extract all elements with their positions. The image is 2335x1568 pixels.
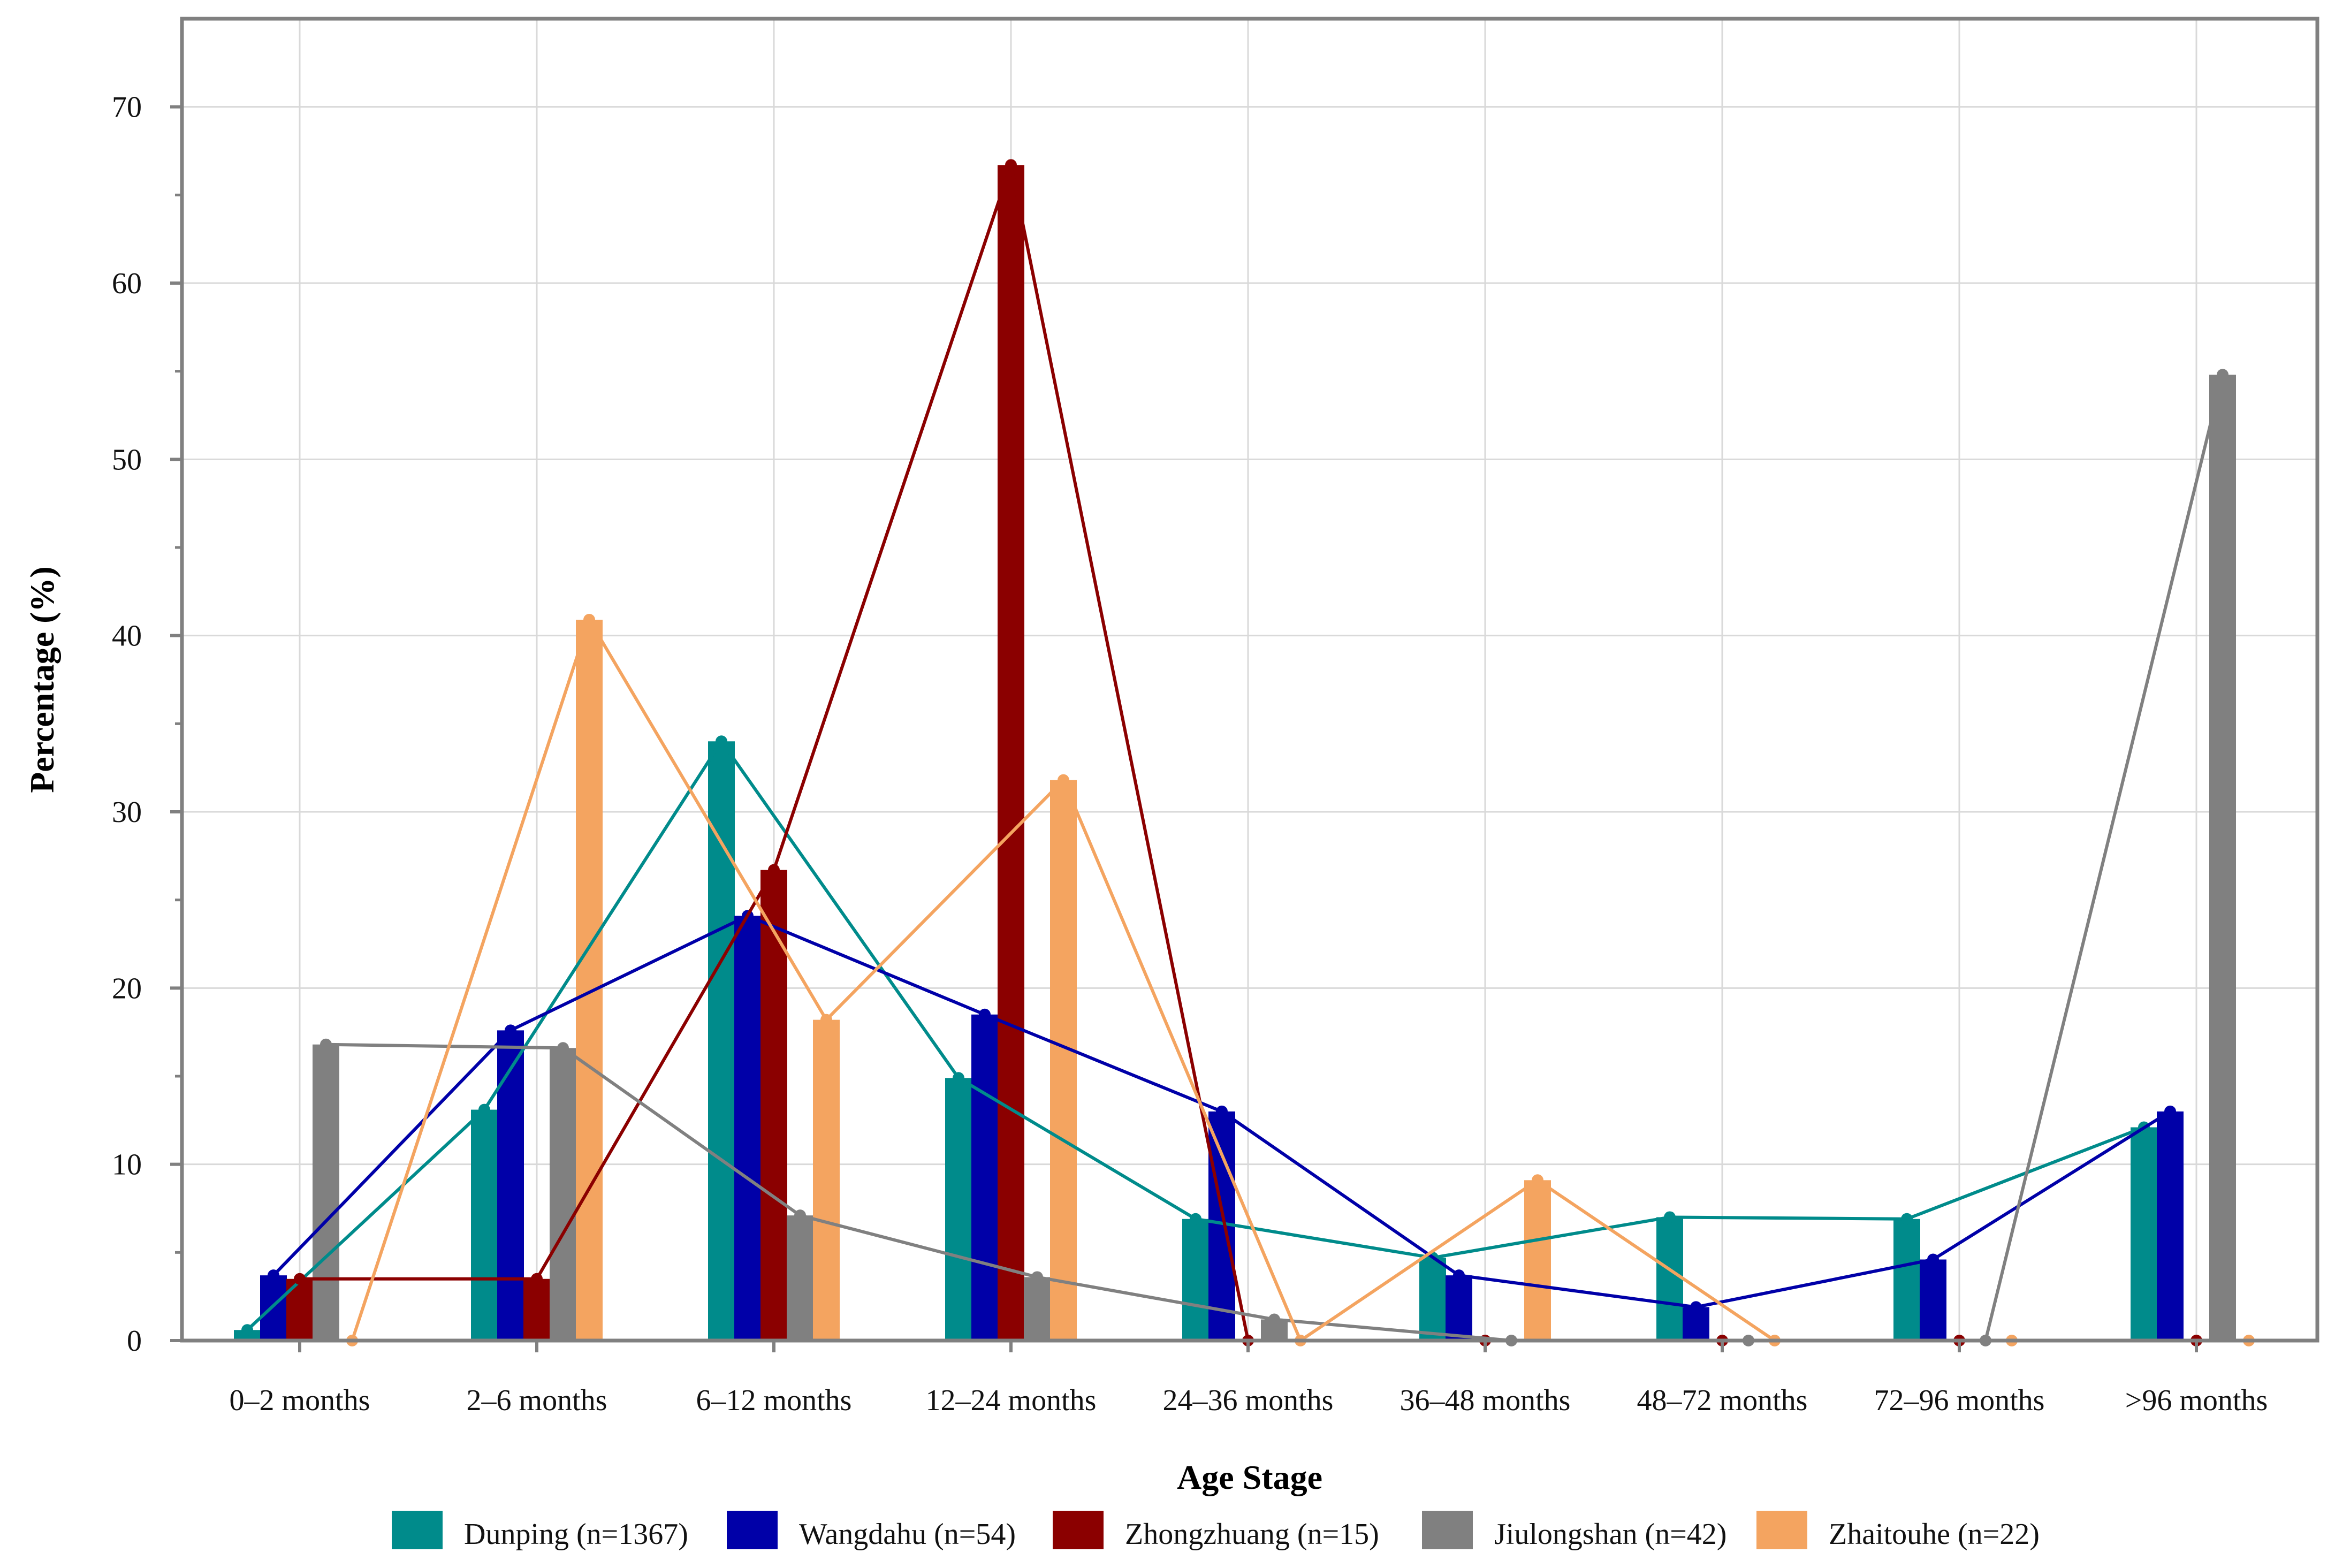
series-marker [820,1014,832,1026]
legend-label: Zhongzhuang (n=15) [1125,1518,1379,1551]
series-marker [1453,1269,1465,1282]
series-marker [979,1008,991,1021]
bar [523,1278,550,1341]
y-tick-label: 10 [112,1148,142,1182]
series-marker [794,1209,806,1222]
series-marker [1268,1313,1280,1326]
x-tick-label: >96 months [2125,1384,2268,1417]
bar [1419,1258,1446,1341]
series-marker [953,1072,964,1084]
bar [550,1048,576,1341]
bar [1050,780,1077,1341]
series-marker [1927,1253,1939,1266]
legend-swatch [1053,1511,1104,1549]
series-marker [1664,1211,1676,1223]
x-tick-label: 0–2 months [230,1384,370,1417]
bar [576,620,603,1341]
bar [998,165,1024,1341]
legend-label: Wangdahu (n=54) [799,1518,1016,1551]
series-marker [1216,1105,1228,1117]
x-tick-label: 12–24 months [926,1384,1097,1417]
series-marker [768,864,780,876]
series-marker [1532,1174,1543,1186]
bar [1182,1219,1209,1341]
series-marker [531,1273,543,1285]
series-marker [1901,1213,1913,1225]
bar [1446,1275,1472,1341]
y-tick-label: 30 [112,796,142,829]
x-tick-label: 24–36 months [1163,1384,1334,1417]
series-marker [2164,1105,2176,1117]
bar [1024,1277,1051,1341]
y-tick-label: 60 [112,267,142,300]
series-marker [1005,159,1017,171]
series-marker [294,1273,306,1285]
bar [734,916,761,1341]
bar [471,1109,498,1341]
bar [260,1275,287,1341]
series-line [325,374,2224,1342]
x-tick-label: 72–96 months [1874,1384,2045,1417]
series-marker [320,1038,332,1051]
y-tick-label: 50 [112,443,142,476]
y-tick-label: 20 [112,972,142,1005]
series-marker [1058,774,1069,786]
bar [1524,1180,1551,1341]
legend-swatch [1756,1511,1807,1549]
series-marker [1190,1213,1201,1225]
bar [1920,1259,1946,1341]
bar [2157,1111,2184,1341]
series-marker [583,614,595,626]
legend: Dunping (n=1367) Wangdahu (n=54) Zhongzhua… [392,1511,2040,1551]
legend-label: Jiulongshan (n=42) [1494,1518,1726,1551]
x-tick-label: 6–12 months [696,1384,852,1417]
bar [787,1215,813,1341]
x-tick-label: 36–48 months [1400,1384,1571,1417]
bar [2209,375,2236,1341]
series-marker [716,735,727,748]
legend-swatch [727,1511,778,1549]
series-marker [268,1269,279,1282]
x-tick-label: 48–72 months [1637,1384,1808,1417]
legend-label: Dunping (n=1367) [464,1518,688,1551]
bar [497,1030,524,1341]
series-marker [241,1324,253,1336]
series-marker [1690,1301,1702,1313]
bar [1656,1217,1683,1341]
series-marker [2217,369,2228,381]
series-marker [478,1103,490,1116]
y-tick-label: 70 [112,91,142,124]
y-tick-label: 40 [112,620,142,653]
bar [971,1014,998,1341]
bar [313,1044,339,1341]
legend-label: Zhaitouhe (n=22) [1829,1518,2040,1551]
bar [760,870,787,1341]
bar [708,741,735,1341]
series-marker [557,1042,569,1054]
series-line [351,618,2249,1342]
bar [2131,1127,2157,1341]
y-tick-label: 0 [127,1325,142,1358]
series-marker [505,1024,516,1037]
bar [1893,1219,1920,1341]
bar [945,1078,972,1341]
legend-swatch [1422,1511,1473,1549]
x-axis: 0–2 months 2–6 months 6–12 months 12–24 mon… [230,1341,2268,1417]
x-axis-title: Age Stage [1177,1458,1322,1496]
y-axis: 0 10 20 30 40 50 60 70 [112,91,182,1358]
legend-swatch [392,1511,443,1549]
x-tick-label: 2–6 months [467,1384,607,1417]
bar [813,1019,840,1341]
y-axis-title: Percentage (%) [23,566,61,793]
series-marker [1031,1271,1043,1283]
